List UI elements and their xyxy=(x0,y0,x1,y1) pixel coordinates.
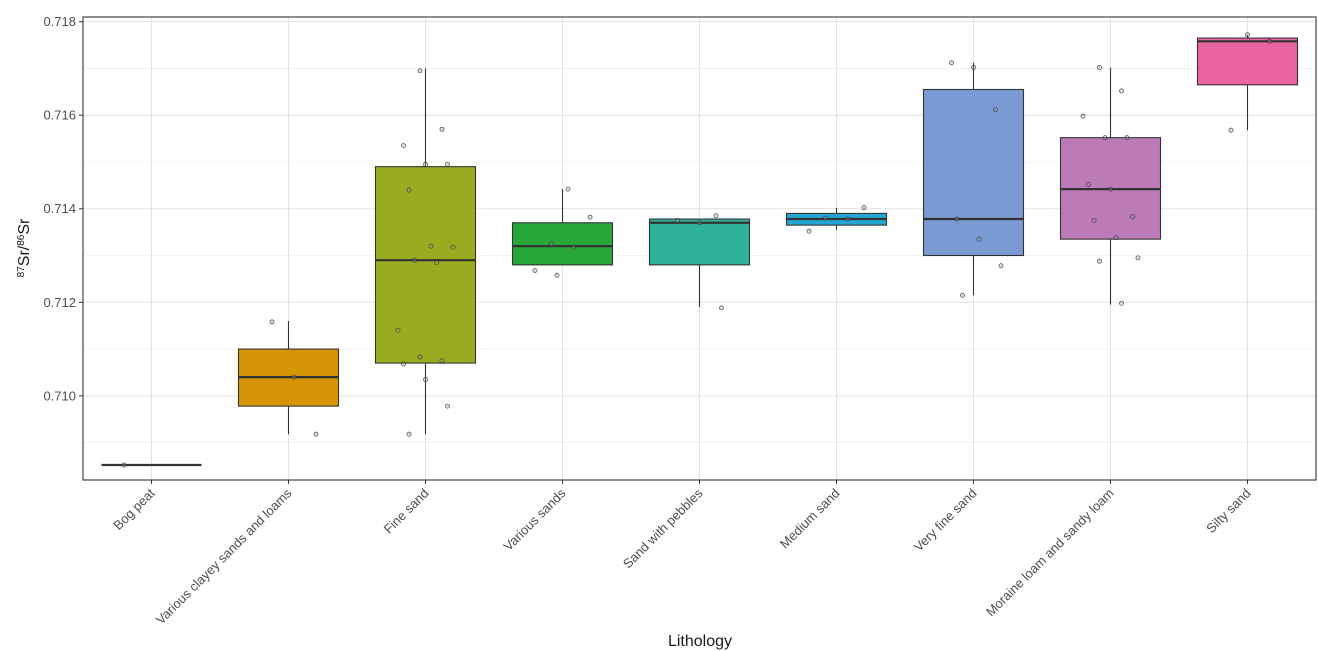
data-point xyxy=(949,60,954,66)
data-point xyxy=(269,319,275,325)
y-tick-label: 0.716 xyxy=(43,108,76,123)
y-axis-ticks: 0.710 0.712 0.714 0.716 0.718 xyxy=(43,14,83,403)
y-axis-title-sup-2: 86 xyxy=(16,234,27,246)
data-point xyxy=(565,186,571,192)
data-point xyxy=(395,327,401,333)
data-point xyxy=(1130,214,1135,220)
x-tick-label: Moraine loam and sandy loam xyxy=(983,486,1117,620)
data-point xyxy=(823,215,828,221)
data-point xyxy=(1135,255,1141,261)
data-point xyxy=(313,431,319,437)
data-point xyxy=(1267,38,1272,44)
data-point xyxy=(554,272,560,278)
data-point xyxy=(1108,186,1113,192)
x-tick-label: Sand with pebbles xyxy=(620,485,706,571)
data-point xyxy=(1086,182,1091,187)
box xyxy=(922,88,1025,257)
data-point xyxy=(713,213,719,219)
data-point xyxy=(697,220,702,226)
data-point xyxy=(1124,135,1130,141)
data-point xyxy=(719,305,724,311)
data-point xyxy=(121,462,127,468)
y-tick-label: 0.714 xyxy=(43,201,76,216)
data-point xyxy=(971,65,976,70)
data-point xyxy=(406,187,412,193)
data-point xyxy=(401,361,406,367)
data-point xyxy=(587,214,593,220)
data-point xyxy=(412,257,417,263)
data-point xyxy=(1113,235,1119,241)
x-axis-title: Lithology xyxy=(668,633,732,650)
data-point xyxy=(445,161,450,167)
y-axis-title-element-2: Sr xyxy=(16,218,33,235)
data-point xyxy=(571,244,576,250)
data-point xyxy=(549,241,554,247)
data-point xyxy=(1119,88,1124,94)
x-tick-label: Silty sand xyxy=(1203,486,1253,536)
y-axis-title-sup-1: 87 xyxy=(16,266,27,278)
data-point xyxy=(1228,127,1234,133)
data-point xyxy=(1102,135,1108,141)
data-point xyxy=(417,354,423,360)
data-point xyxy=(845,216,850,222)
data-point xyxy=(1097,258,1102,264)
data-point xyxy=(417,68,423,74)
data-point xyxy=(954,216,960,222)
data-point xyxy=(532,268,538,273)
y-tick-label: 0.710 xyxy=(43,388,76,403)
data-point xyxy=(445,403,450,409)
data-point xyxy=(675,218,680,223)
y-axis-title-separator: / xyxy=(16,245,33,250)
data-point xyxy=(1245,32,1250,38)
data-point xyxy=(960,292,965,298)
point-layer xyxy=(121,32,1272,468)
x-tick-label: Various sands xyxy=(500,485,569,554)
x-tick-label: Fine sand xyxy=(381,486,432,537)
data-point xyxy=(423,377,428,382)
y-axis-title: 87Sr/86Sr xyxy=(16,218,34,277)
box-layer xyxy=(101,37,1299,467)
data-point xyxy=(976,236,982,242)
y-tick-label: 0.712 xyxy=(43,295,76,310)
box xyxy=(511,222,614,266)
box xyxy=(1196,37,1299,86)
data-point xyxy=(450,244,456,250)
data-point xyxy=(993,107,998,112)
data-point xyxy=(439,358,445,364)
whisker-layer xyxy=(287,34,1249,435)
data-point xyxy=(291,374,297,380)
box xyxy=(648,218,751,266)
data-point xyxy=(861,205,867,211)
data-point xyxy=(428,243,434,249)
data-point xyxy=(1080,113,1086,119)
data-point xyxy=(806,228,812,234)
data-point xyxy=(406,431,412,437)
data-point xyxy=(434,260,439,265)
data-point xyxy=(439,126,445,132)
y-axis-title-element-1: Sr xyxy=(16,250,33,267)
data-point xyxy=(1091,218,1097,223)
data-point xyxy=(998,263,1004,269)
x-tick-label: Very fine sand xyxy=(911,486,980,555)
data-point xyxy=(423,161,428,167)
y-tick-label: 0.718 xyxy=(43,14,76,29)
data-point xyxy=(401,143,406,149)
data-point xyxy=(1097,65,1102,70)
box xyxy=(374,166,477,364)
x-tick-label: Medium sand xyxy=(777,486,843,552)
data-point xyxy=(1119,300,1124,306)
x-tick-label: Bog peat xyxy=(110,485,158,533)
x-tick-label: Various clayey sands and loams xyxy=(153,485,295,627)
